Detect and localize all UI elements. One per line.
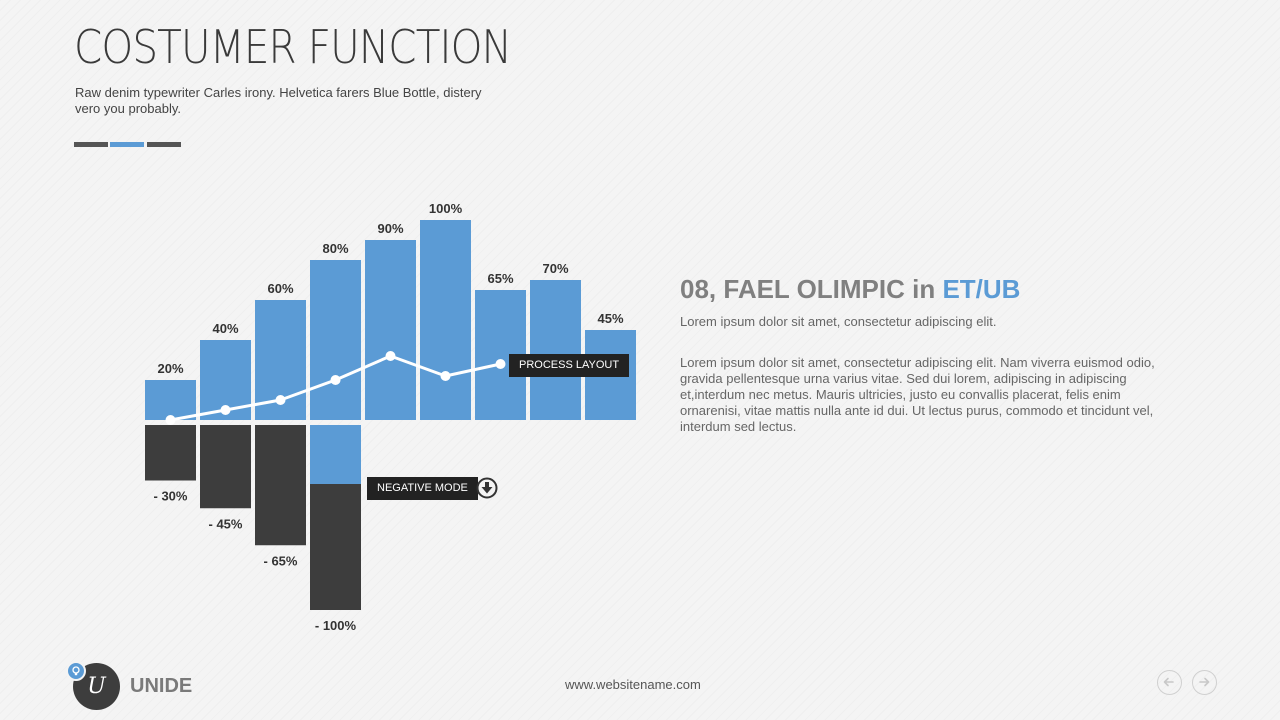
positive-bar — [365, 240, 416, 420]
negative-bar-label: - 45% — [209, 516, 243, 531]
trend-point — [275, 395, 286, 405]
decor-bar-right — [147, 142, 181, 147]
arrow-down-circle-icon — [476, 477, 498, 499]
positive-bar — [530, 280, 581, 420]
negative-bar-cap — [310, 425, 361, 484]
negative-bar — [310, 484, 361, 610]
heading-accent: ET/UB — [942, 274, 1021, 304]
decor-bar-middle — [110, 142, 144, 147]
lead-text: Lorem ipsum dolor sit amet, consectetur … — [680, 314, 997, 329]
trend-point — [495, 359, 506, 369]
negative-bar-label: - 100% — [315, 618, 357, 633]
lightbulb-icon — [66, 661, 86, 681]
trend-point — [440, 371, 451, 381]
negative-mode-tag: NEGATIVE MODE — [367, 477, 478, 500]
positive-bar-label: 20% — [157, 361, 183, 376]
page-subtitle: Raw denim typewriter Carles irony. Helve… — [75, 85, 482, 116]
arrow-left-icon — [1163, 677, 1174, 687]
brand-name: UNIDE — [130, 675, 193, 697]
negative-bar-label: - 30% — [154, 489, 188, 504]
negative-bar — [255, 425, 306, 546]
heading-main: 08, FAEL OLIMPIC in — [680, 274, 943, 304]
arrow-right-icon — [1199, 677, 1210, 687]
positive-bar — [420, 220, 471, 420]
trend-point — [165, 415, 176, 425]
positive-bar-label: 70% — [542, 261, 568, 276]
process-layout-tag: PROCESS LAYOUT — [509, 354, 630, 377]
next-slide-button[interactable] — [1192, 670, 1217, 695]
positive-bar-label: 40% — [212, 321, 238, 336]
page-title: COSTUMER FUNCTION — [74, 20, 512, 74]
positive-bar-label: 65% — [487, 271, 513, 286]
positive-bar — [310, 260, 361, 420]
body-text: Lorem ipsum dolor sit amet, consectetur … — [680, 355, 1155, 434]
trend-point — [220, 405, 231, 415]
negative-bar — [145, 425, 196, 481]
negative-bar-label: - 65% — [264, 553, 298, 568]
positive-bar-label: 60% — [267, 281, 293, 296]
positive-bar-label: 45% — [597, 311, 623, 326]
section-heading: 08, FAEL OLIMPIC in ET/UB — [680, 274, 1020, 305]
positive-bar-label: 90% — [377, 221, 403, 236]
trend-point — [330, 375, 341, 385]
decor-bar-left — [74, 142, 108, 147]
positive-bar-label: 80% — [322, 241, 348, 256]
trend-point — [385, 351, 396, 361]
positive-bar-label: 100% — [429, 201, 463, 216]
website-link[interactable]: www.websitename.com — [565, 677, 701, 692]
logo: U — [73, 663, 120, 710]
negative-bar — [200, 425, 251, 509]
prev-slide-button[interactable] — [1157, 670, 1182, 695]
positive-bar — [145, 380, 196, 420]
logo-letter: U — [87, 674, 106, 699]
